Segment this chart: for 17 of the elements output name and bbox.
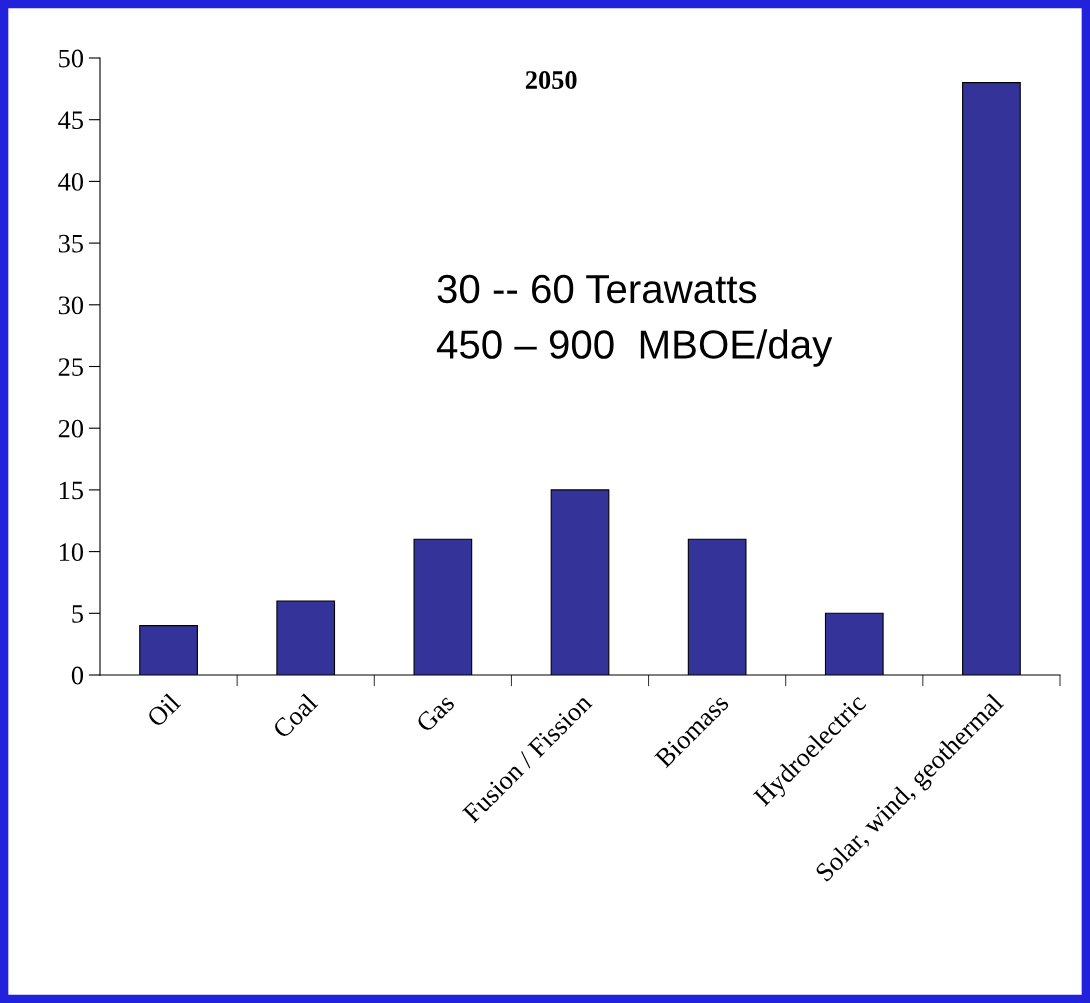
y-tick-label: 15 bbox=[59, 481, 83, 500]
annotation: 450 – 900 MBOE/day bbox=[436, 329, 833, 367]
x-tick-label: Oil bbox=[145, 692, 182, 728]
y-tick-label: 5 bbox=[72, 605, 83, 623]
y-tick-label: 0 bbox=[71, 666, 84, 685]
y-tick-label: 45 bbox=[58, 111, 83, 130]
y-tick-label: 50 bbox=[59, 49, 84, 68]
chart-title: 2050 bbox=[525, 71, 577, 89]
y-tick-label: 10 bbox=[59, 543, 84, 562]
y-tick-label: 35 bbox=[58, 234, 83, 253]
y-tick-label: 20 bbox=[58, 419, 84, 438]
x-tick-label: Gas bbox=[415, 692, 456, 734]
y-tick-label: 25 bbox=[58, 358, 83, 376]
annotation: 30 -- 60 Terawatts bbox=[437, 274, 757, 304]
x-tick-label: Coal bbox=[271, 692, 319, 740]
y-tick-label: 40 bbox=[58, 173, 84, 191]
y-tick-label: 30 bbox=[58, 296, 84, 315]
